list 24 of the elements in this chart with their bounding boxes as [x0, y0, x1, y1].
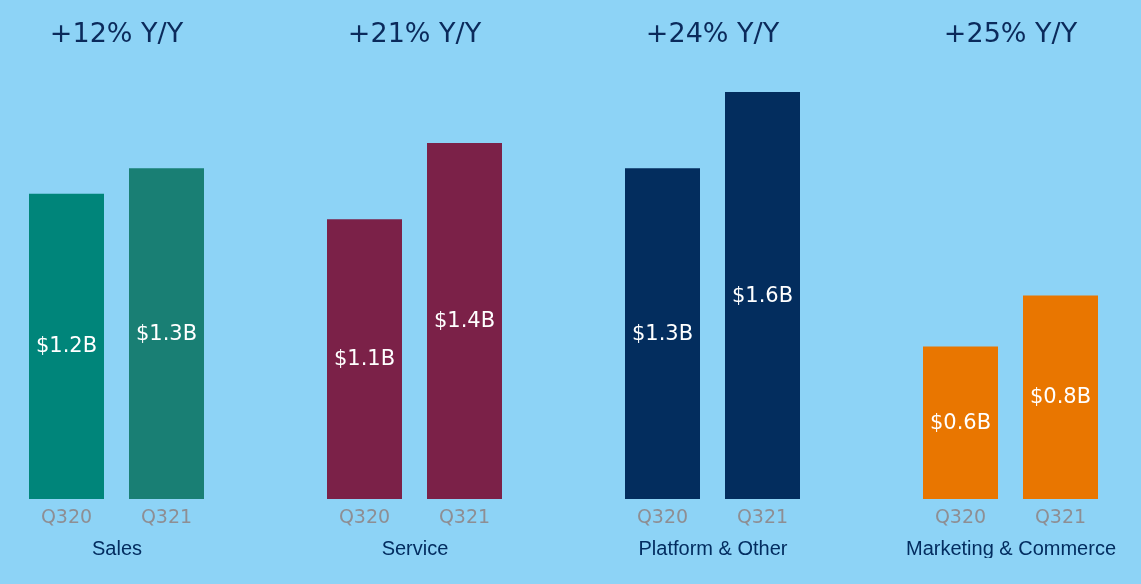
- chart-title: +25% Y/Y: [943, 17, 1078, 48]
- x-tick-label: Q320: [636, 504, 689, 527]
- x-tick-label: Q320: [934, 504, 987, 527]
- data-label: $1.6B: [731, 282, 794, 307]
- x-tick-label: Q321: [438, 504, 491, 527]
- x-tick-label: Q321: [140, 504, 193, 527]
- data-label: $1.4B: [433, 307, 496, 332]
- chart-title: +24% Y/Y: [645, 17, 780, 48]
- data-label: $0.8B: [1029, 384, 1092, 409]
- chart-title: +12% Y/Y: [49, 17, 184, 48]
- data-label: $1.1B: [333, 346, 396, 371]
- x-axis-title: Service: [381, 536, 449, 559]
- data-label: $0.6B: [929, 409, 992, 434]
- x-axis-title: Platform & Other: [638, 536, 788, 559]
- x-tick-label: Q320: [40, 504, 93, 527]
- x-axis-title: Marketing & Commerce: [905, 536, 1117, 559]
- x-tick-label: Q321: [736, 504, 789, 527]
- x-tick-label: Q320: [338, 504, 391, 527]
- x-tick-label: Q321: [1034, 504, 1087, 527]
- data-label: $1.3B: [631, 320, 694, 345]
- data-label: $1.2B: [35, 333, 98, 358]
- data-label: $1.3B: [135, 320, 198, 345]
- chart-title: +21% Y/Y: [347, 17, 482, 48]
- x-axis-title: Sales: [91, 536, 143, 559]
